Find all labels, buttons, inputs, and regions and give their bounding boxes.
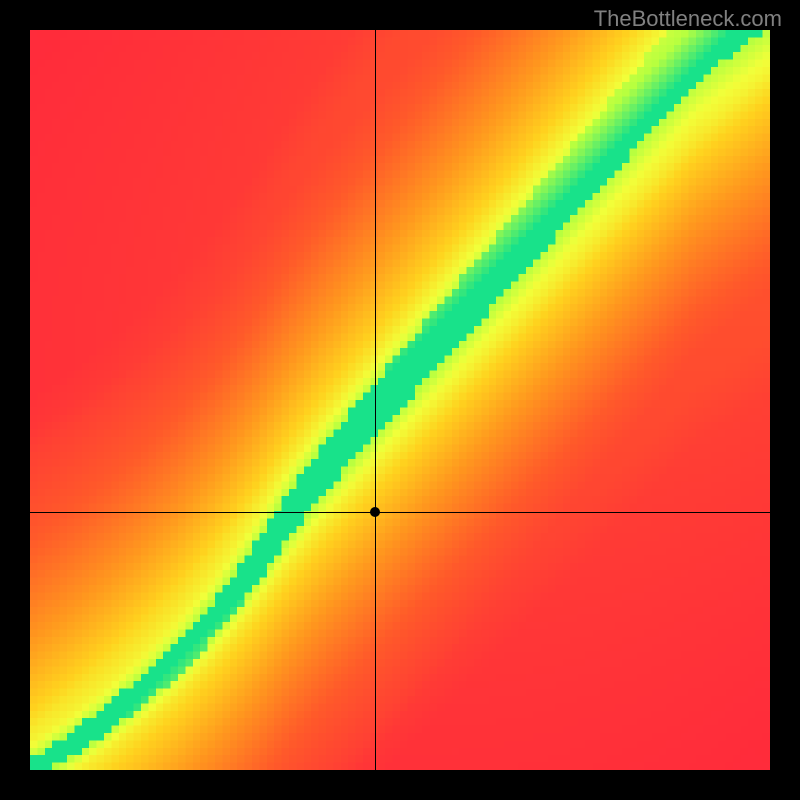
heatmap-canvas: [30, 30, 770, 770]
crosshair-vertical: [375, 30, 376, 770]
heatmap-plot: [30, 30, 770, 770]
marker-dot: [370, 507, 380, 517]
chart-container: TheBottleneck.com: [0, 0, 800, 800]
crosshair-horizontal: [30, 512, 770, 513]
watermark-text: TheBottleneck.com: [594, 6, 782, 32]
